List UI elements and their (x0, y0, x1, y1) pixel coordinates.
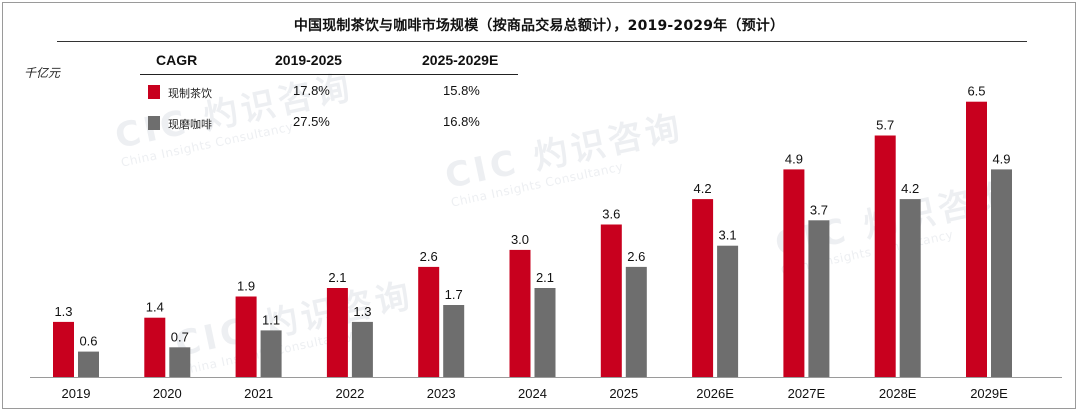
data-label-tea-2021: 1.9 (237, 279, 255, 294)
chart-frame: 中国现制茶饮与咖啡市场规模（按商品交易总额计），2019-2029年（预计） (2, 2, 1076, 409)
cagr-header: CAGR (156, 52, 198, 68)
data-label-coffee-2019: 0.6 (79, 334, 97, 349)
chart-title: 中国现制茶饮与咖啡市场规模（按商品交易总额计），2019-2029年（预计） (293, 18, 785, 34)
bar-tea-2021 (235, 296, 257, 377)
bar-tea-2028E (874, 135, 896, 377)
data-label-coffee-2023: 1.7 (445, 287, 463, 302)
title-rule (57, 41, 1027, 42)
x-tick-2020: 2020 (153, 386, 182, 401)
x-tick-2029E: 2029E (970, 386, 1008, 401)
bar-coffee-2027E (808, 220, 830, 377)
data-label-tea-2026E: 4.2 (694, 181, 712, 196)
bar-tea-2022 (326, 288, 348, 377)
data-label-tea-2025: 3.6 (602, 207, 620, 222)
data-label-coffee-2021: 1.1 (262, 312, 280, 327)
bar-coffee-2022 (351, 321, 373, 377)
bar-coffee-2028E (899, 199, 921, 377)
cagr-row-tea: 现制茶饮 17.8% 15.8% (148, 82, 518, 102)
data-label-coffee-2029E: 4.9 (992, 151, 1010, 166)
data-label-tea-2019: 1.3 (54, 304, 72, 319)
bar-coffee-2024 (534, 288, 556, 377)
data-label-coffee-2026E: 3.1 (719, 228, 737, 243)
bar-coffee-2029E (991, 169, 1012, 377)
coffee-legend-label: 现磨咖啡 (168, 118, 212, 131)
x-tick-2024: 2024 (518, 386, 547, 401)
cagr-rule (140, 74, 518, 75)
bar-coffee-2026E (717, 245, 739, 377)
bar-coffee-2019 (78, 351, 99, 377)
x-tick-2028E: 2028E (879, 386, 917, 401)
data-label-coffee-2025: 2.6 (627, 249, 645, 264)
bar-tea-2023 (418, 266, 440, 377)
bar-tea-2025 (600, 224, 622, 377)
tea-cagr-2019-2025: 17.8% (293, 83, 330, 98)
coffee-legend-swatch (148, 116, 160, 130)
bar-coffee-2020 (169, 347, 191, 377)
x-tick-2021: 2021 (244, 386, 273, 401)
cagr-row-coffee: 现磨咖啡 27.5% 16.8% (148, 113, 518, 133)
data-label-tea-2027E: 4.9 (785, 151, 803, 166)
x-tick-2025: 2025 (609, 386, 638, 401)
bar-coffee-2023 (443, 305, 465, 377)
bar-coffee-2021 (260, 330, 282, 377)
bar-tea-2024 (509, 249, 531, 377)
x-tick-2023: 2023 (427, 386, 456, 401)
data-label-tea-2023: 2.6 (420, 249, 438, 264)
cagr-period-1-header: 2019-2025 (275, 52, 342, 68)
bar-tea-2026E (692, 199, 714, 377)
coffee-cagr-2025-2029: 16.8% (443, 114, 480, 129)
data-label-coffee-2028E: 4.2 (901, 181, 919, 196)
data-label-tea-2022: 2.1 (328, 270, 346, 285)
tea-legend-label: 现制茶饮 (168, 87, 212, 100)
data-label-tea-2029E: 6.5 (967, 84, 985, 99)
bar-tea-2020 (144, 317, 166, 377)
x-tick-2027E: 2027E (788, 386, 826, 401)
data-label-tea-2024: 3.0 (511, 232, 529, 247)
data-label-coffee-2024: 2.1 (536, 270, 554, 285)
bar-tea-2027E (783, 169, 805, 377)
tea-legend-swatch (148, 85, 160, 99)
x-tick-2026E: 2026E (696, 386, 734, 401)
data-label-tea-2028E: 5.7 (876, 118, 894, 133)
data-label-coffee-2027E: 3.7 (810, 202, 828, 217)
bar-coffee-2025 (625, 266, 647, 377)
data-label-tea-2020: 1.4 (146, 300, 164, 315)
x-tick-2022: 2022 (335, 386, 364, 401)
title-bar: 中国现制茶饮与咖啡市场规模（按商品交易总额计），2019-2029年（预计） (3, 3, 1075, 42)
data-label-coffee-2020: 0.7 (171, 329, 189, 344)
cagr-period-2-header: 2025-2029E (422, 52, 499, 68)
coffee-cagr-2019-2025: 27.5% (293, 114, 330, 129)
tea-cagr-2025-2029: 15.8% (443, 83, 480, 98)
data-label-coffee-2022: 1.3 (353, 304, 371, 319)
bar-tea-2029E (966, 101, 987, 377)
y-unit-label: 千亿元 (24, 66, 61, 80)
bar-tea-2019 (53, 321, 74, 377)
x-tick-2019: 2019 (62, 386, 91, 401)
